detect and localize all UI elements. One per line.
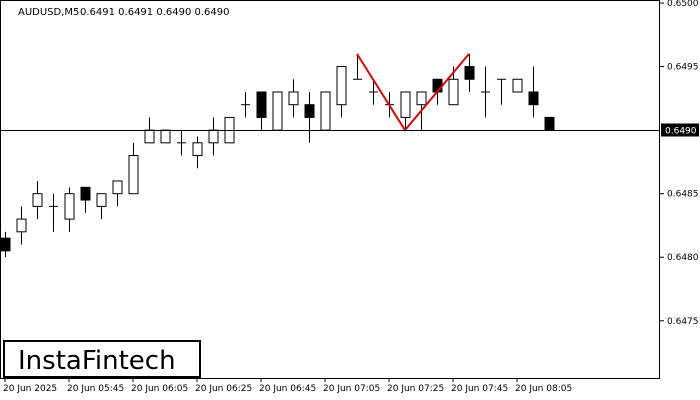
- candle-body-bull: [512, 78, 523, 93]
- candle: [272, 91, 283, 131]
- candle-body-bear: [528, 91, 539, 106]
- time-tick-label: 20 Jun 06:05: [131, 384, 188, 394]
- candle-body-bear: [80, 186, 91, 201]
- candle-body-bear: [464, 66, 475, 80]
- candle: [512, 78, 523, 93]
- candle: [80, 186, 91, 213]
- candle: [96, 193, 107, 220]
- time-tick-label: 20 Jun 08:05: [515, 384, 572, 394]
- candle-body-bull: [16, 218, 27, 233]
- time-tick-label: 20 Jun 06:25: [195, 384, 252, 394]
- candle: [128, 142, 139, 195]
- candle: [177, 130, 186, 156]
- candle-body-bear: [544, 116, 555, 131]
- current-price-label: 0.6490: [665, 127, 697, 137]
- candle: [497, 78, 506, 105]
- candle: [112, 180, 123, 207]
- candle-body-bull: [144, 129, 155, 144]
- logo-text: InstaFintech: [18, 346, 176, 376]
- candle-body-bear: [0, 237, 11, 252]
- price-tick-label: 0.6495: [667, 63, 699, 73]
- current-price-group: 0.6490: [0, 123, 699, 137]
- time-tick-label: 20 Jun 07:05: [323, 384, 380, 394]
- candle-body-bull: [96, 193, 107, 207]
- candle: [192, 136, 203, 169]
- candle: [160, 129, 171, 144]
- candle-body-bull: [128, 155, 139, 195]
- candle-body-bear: [256, 91, 267, 118]
- candle: [49, 193, 58, 232]
- candle: [481, 66, 490, 118]
- candle-body-bull: [32, 193, 43, 207]
- candle: [400, 91, 411, 131]
- candle-body-bull: [448, 78, 459, 106]
- candle: [241, 91, 250, 118]
- candle-body-bull: [416, 91, 427, 106]
- price-tick-label: 0.6475: [667, 317, 699, 327]
- chart-ohlc: 0.6491 0.6491 0.6490 0.6490: [80, 7, 230, 18]
- time-axis: 20 Jun 2025 20 Jun 05:45 20 Jun 06:05 20 Ju…: [3, 378, 572, 394]
- candle-body-bull: [64, 193, 75, 220]
- candle: [16, 206, 27, 245]
- price-tick-label: 0.6480: [667, 253, 699, 263]
- candles-group: [0, 53, 555, 258]
- time-tick-label: 20 Jun 2025: [3, 384, 57, 394]
- current-price-box: [661, 123, 699, 137]
- candle: [304, 91, 315, 143]
- candle: [288, 79, 299, 118]
- chart-symbol: AUDUSD,M5: [18, 7, 79, 18]
- candle: [256, 91, 267, 131]
- logo: InstaFintech: [3, 340, 201, 378]
- candle: [32, 180, 43, 220]
- candle: [353, 53, 362, 80]
- candle-body-bull: [160, 129, 171, 144]
- candle: [336, 66, 347, 118]
- price-tick-label: 0.6485: [667, 190, 699, 200]
- price-tick-label: 0.6500: [667, 0, 699, 9]
- time-tick-label: 20 Jun 06:45: [259, 384, 316, 394]
- candle-body-bull: [320, 91, 331, 131]
- candle: [320, 91, 331, 131]
- time-tick-label: 20 Jun 07:25: [387, 384, 444, 394]
- candle: [0, 231, 11, 258]
- candle: [528, 66, 539, 118]
- price-axis: 0.6500 0.6495 0.6485 0.6480 0.6475: [660, 0, 699, 327]
- logo-frame: [3, 340, 201, 378]
- candle-body-bull: [208, 129, 219, 144]
- plot-frame: [0, 0, 660, 379]
- candle: [544, 116, 555, 131]
- candle-body-bull: [400, 91, 411, 118]
- candle: [464, 53, 475, 92]
- candle-body-bull: [112, 180, 123, 195]
- candle-body-bull: [272, 91, 283, 131]
- candle-body-bull: [288, 91, 299, 106]
- candle: [369, 79, 378, 105]
- candle-body-bull: [336, 66, 347, 106]
- time-tick-label: 20 Jun 07:45: [451, 384, 508, 394]
- candle: [64, 187, 75, 232]
- candle-body-bear: [304, 104, 315, 118]
- time-tick-label: 20 Jun 05:45: [67, 384, 124, 394]
- candle-body-bull: [192, 142, 203, 157]
